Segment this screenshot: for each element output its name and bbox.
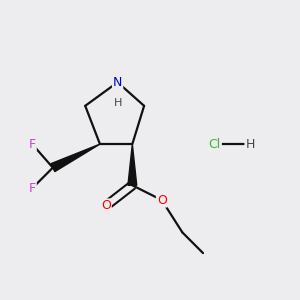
- Text: F: F: [29, 182, 36, 195]
- Polygon shape: [51, 144, 100, 172]
- Text: H: H: [245, 138, 255, 151]
- Text: O: O: [157, 194, 167, 207]
- Text: F: F: [29, 138, 36, 151]
- Text: O: O: [101, 200, 111, 212]
- Text: Cl: Cl: [209, 138, 221, 151]
- Text: H: H: [113, 98, 122, 108]
- Polygon shape: [128, 144, 137, 185]
- Text: N: N: [113, 76, 122, 89]
